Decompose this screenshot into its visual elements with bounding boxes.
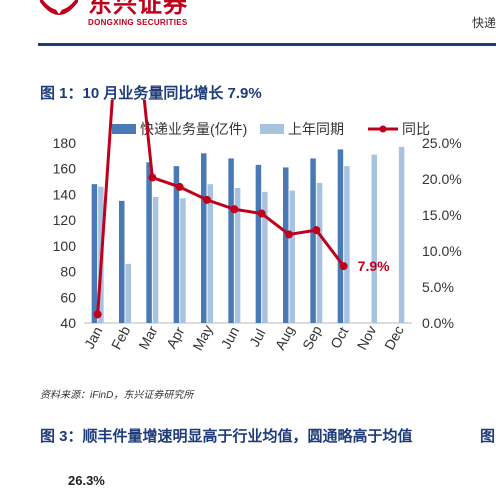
y-left-tick-label: 80 [60,264,76,280]
figure-next-label: 图 [480,428,496,445]
yoy-point-oct [339,262,348,271]
bar-prior-dec [398,146,405,323]
yoy-point-jun [230,205,239,214]
x-tick-may: May [189,322,216,353]
bar-prior-mar [152,197,159,323]
x-tick-jun: Jun [218,324,243,351]
yoy-point-may [203,195,211,204]
bar-prior-apr [180,198,186,323]
x-tick-feb: Feb [108,323,134,352]
logo-emblem-icon [40,0,78,15]
company-logo: 东兴证券 DONGXING SECURITIES [38,0,188,27]
bar-prior-feb [125,263,131,323]
chart-legend: 快递业务量(亿件) 上年同期 同比 [112,121,430,137]
bar-prior-oct [344,166,350,323]
header-section-label: 快递 [472,16,496,30]
y-left-tick-label: 60 [60,289,76,305]
logo-chinese-name: 东兴证券 [88,0,188,18]
line-series [93,100,348,319]
y-left-tick-label: 100 [53,238,77,254]
yoy-line [96,100,345,315]
y-right-tick-label: 0.0% [422,315,454,331]
bar-current-jan [91,184,98,323]
logo-english-name: DONGXING SECURITIES [88,18,188,27]
y-left-tick-label: 160 [53,161,77,177]
bar-current-may [201,153,207,323]
y-right-tick-label: 15.0% [422,207,462,223]
y-left-tick-label: 140 [53,186,77,202]
bar-current-feb [119,200,125,323]
x-tick-aug: Aug [272,323,298,353]
x-tick-apr: Apr [163,324,188,351]
bar-prior-may [207,184,213,323]
bar-prior-nov [371,154,377,323]
bar-current-oct [337,149,344,323]
legend-marker-yoy [379,125,387,133]
y-left-tick-label: 40 [60,315,76,331]
x-tick-jul: Jul [246,326,269,349]
yoy-point-jul [257,209,266,218]
bar-prior-jul [262,191,268,323]
legend-swatch-current [112,124,136,134]
x-tick-sep: Sep [299,323,325,353]
yoy-point-sep [312,226,321,235]
y-right-tick-label: 5.0% [422,279,454,295]
header-divider [38,43,496,46]
x-tick-dec: Dec [381,323,407,353]
figure-3-first-value: 26.3% [68,473,105,488]
bar-series [91,146,405,323]
bar-current-sep [310,158,316,323]
yoy-point-aug [285,230,293,239]
y-right-tick-label: 20.0% [422,171,462,187]
y-left-tick-label: 120 [53,212,77,228]
x-tick-mar: Mar [135,323,161,352]
y-left-tick-label: 180 [53,135,77,151]
legend-label-current: 快递业务量(亿件) [140,121,247,137]
x-tick-jan: Jan [81,324,106,351]
yoy-point-mar [148,173,157,182]
bar-current-apr [173,166,180,323]
x-axis-labels: Jan Feb Mar Apr May Jun Jul Aug Sep Oct Nov Dec [81,322,407,353]
legend-label-prior: 上年同期 [288,121,344,137]
legend-label-yoy: 同比 [402,121,430,137]
annotation-label: 7.9% [358,258,390,274]
bar-prior-aug [289,190,295,323]
y-right-tick-label: 25.0% [422,135,462,151]
bar-prior-sep [316,182,323,323]
legend-swatch-prior [260,124,284,134]
x-tick-nov: Nov [354,323,380,353]
x-tick-oct: Oct [327,324,351,351]
y-right-tick-label: 10.0% [422,243,462,259]
bar-prior-jun [234,188,241,323]
yoy-point-apr [175,182,184,191]
bar-current-jul [255,164,262,323]
y-axis-right: 0.0% 5.0% 10.0% 15.0% 20.0% 25.0% [422,135,462,331]
bar-current-mar [146,162,152,323]
figure-3-title: 图 3：顺丰件量增速明显高于行业均值，圆通略高于均值 [40,428,413,445]
yoy-point-jan [93,310,102,319]
bar-current-jun [228,158,234,323]
bar-current-aug [283,167,289,323]
figure-1-title: 图 1：10 月业务量同比增长 7.9% [40,85,262,102]
chart-source: 资料来源：iFinD，东兴证券研究所 [40,390,194,401]
y-axis-left: 40 60 80 100 120 140 160 180 [53,135,77,331]
